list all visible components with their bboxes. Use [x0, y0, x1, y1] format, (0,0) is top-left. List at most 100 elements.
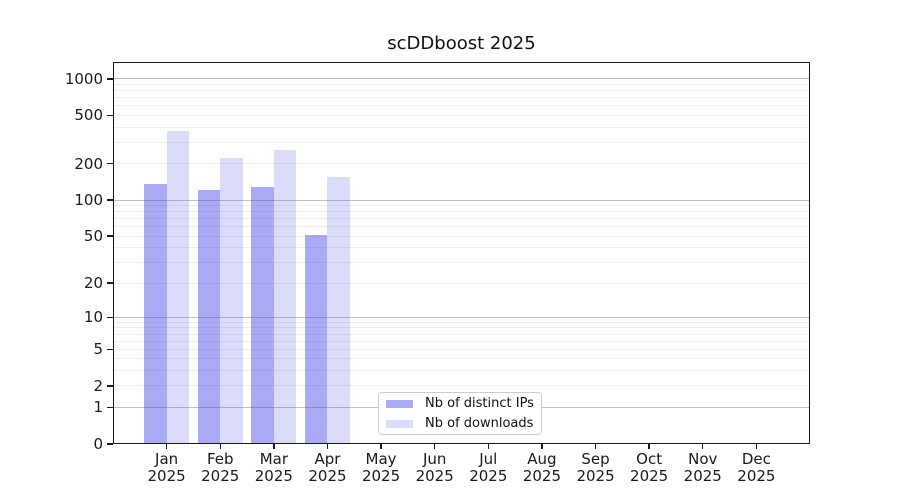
- bar-distinct-ips-feb: [197, 189, 221, 444]
- y-tick-label: 500: [74, 106, 103, 125]
- gridline-minor: [113, 348, 810, 350]
- legend-label-downloads: Nb of downloads: [425, 416, 534, 431]
- legend-label-distinct-ips: Nb of distinct IPs: [425, 396, 534, 411]
- gridline-minor: [113, 282, 810, 284]
- y-tick-mark: [107, 282, 113, 284]
- y-tick-label: 0: [93, 435, 103, 453]
- legend: Nb of distinct IPs Nb of downloads: [378, 392, 542, 435]
- y-tick-label: 1: [93, 398, 103, 417]
- x-tick-month: May: [365, 450, 397, 468]
- gridline-major: [113, 78, 810, 80]
- x-tick-year: 2025: [361, 467, 401, 485]
- y-tick-mark: [107, 235, 113, 237]
- bar-distinct-ips-apr: [304, 235, 328, 444]
- y-tick-mark: [107, 114, 113, 117]
- x-tick-year: 2025: [737, 467, 776, 485]
- y-tick-mark: [107, 385, 113, 387]
- x-tick-label-apr: Apr 2025: [284, 451, 370, 485]
- y-tick-mark: [107, 443, 113, 445]
- plot-area: Nb of distinct IPs Nb of downloads 0 1 2 5 1…: [65, 62, 810, 485]
- x-tick-year: 2025: [522, 467, 562, 485]
- bar-downloads-apr: [327, 177, 350, 444]
- x-tick-year: 2025: [469, 467, 508, 485]
- y-tick-label: 50: [83, 227, 103, 246]
- legend-swatch-distinct-ips: [386, 399, 413, 408]
- x-tick-month: Aug: [527, 450, 557, 468]
- x-tick-label-dec: Dec 2025: [713, 451, 799, 485]
- x-tick-mark: [594, 444, 597, 449]
- x-tick-label-aug: Aug 2025: [499, 451, 585, 485]
- legend-item-distinct-ips: Nb of distinct IPs: [379, 395, 541, 412]
- x-tick-label-feb: Feb 2025: [177, 451, 263, 485]
- gridline-minor: [113, 141, 810, 143]
- x-tick-year: 2025: [415, 467, 454, 485]
- x-tick-month: Nov: [688, 450, 718, 468]
- x-tick-month: Oct: [636, 450, 663, 468]
- gridline-minor: [113, 105, 810, 107]
- x-tick-month: Jan: [155, 450, 179, 468]
- gridline-major: [113, 316, 810, 318]
- y-tick-mark: [107, 199, 113, 201]
- gridline-minor: [113, 327, 810, 329]
- x-tick-label-jul: Jul 2025: [445, 451, 531, 485]
- gridline-minor: [113, 333, 810, 335]
- y-tick-label: 2: [93, 376, 103, 395]
- gridline-minor: [113, 205, 810, 207]
- gridline-minor: [113, 235, 810, 237]
- x-tick-mark: [702, 444, 704, 449]
- x-tick-label-may: May 2025: [338, 451, 424, 485]
- gridline-minor: [113, 226, 810, 228]
- gridline-minor: [113, 340, 810, 342]
- x-tick-mark: [648, 444, 650, 449]
- gridline-minor: [113, 97, 810, 99]
- chart-title: scDDboost 2025: [387, 33, 536, 54]
- y-tick-label: 20: [83, 274, 103, 293]
- y-tick-mark: [107, 163, 113, 165]
- bar-distinct-ips-jan: [144, 184, 167, 444]
- legend-swatch-downloads: [386, 419, 413, 428]
- x-tick-mark: [755, 444, 758, 449]
- y-tick-mark: [107, 78, 113, 80]
- gridline-minor: [113, 358, 810, 360]
- y-tick-label: 100: [74, 191, 103, 210]
- gridline-minor: [113, 114, 810, 116]
- x-tick-month: Dec: [741, 450, 771, 468]
- legend-item-downloads: Nb of downloads: [379, 415, 541, 432]
- bar-distinct-ips-mar: [251, 186, 274, 444]
- y-tick-label: 5: [93, 340, 103, 359]
- gridline-minor: [113, 370, 810, 372]
- x-tick-label-jun: Jun 2025: [392, 451, 478, 485]
- x-tick-month: Sep: [581, 450, 610, 468]
- gridline-minor: [113, 126, 810, 128]
- x-tick-month: Feb: [206, 450, 234, 468]
- x-tick-year: 2025: [630, 467, 669, 485]
- bar-downloads-feb: [220, 157, 243, 444]
- x-tick-label-oct: Oct 2025: [606, 451, 692, 485]
- x-tick-year: 2025: [201, 467, 240, 485]
- x-tick-mark: [165, 444, 168, 449]
- x-tick-label-mar: Mar 2025: [231, 451, 317, 485]
- bar-downloads-mar: [273, 149, 297, 444]
- x-tick-month: Jun: [422, 450, 447, 468]
- gridline-minor: [113, 211, 810, 213]
- gridline-minor: [113, 385, 810, 387]
- x-tick-label-sep: Sep 2025: [553, 451, 639, 485]
- x-tick-year: 2025: [308, 467, 347, 485]
- x-tick-mark: [487, 444, 489, 449]
- x-tick-year: 2025: [147, 467, 186, 485]
- x-tick-year: 2025: [576, 467, 615, 485]
- gridline-minor: [113, 83, 810, 85]
- y-tick-label: 1000: [64, 69, 103, 88]
- gridline-minor: [113, 321, 810, 323]
- x-tick-month: Apr: [314, 450, 341, 468]
- y-tick-label: 200: [74, 154, 103, 173]
- x-tick-label-nov: Nov 2025: [660, 451, 746, 485]
- x-tick-mark: [273, 444, 275, 449]
- x-tick-month: Mar: [259, 450, 288, 468]
- x-tick-mark: [541, 444, 543, 449]
- gridline-minor: [113, 262, 810, 263]
- gridline-minor: [113, 247, 810, 249]
- x-tick-year: 2025: [683, 467, 722, 485]
- gridline-major: [113, 199, 810, 201]
